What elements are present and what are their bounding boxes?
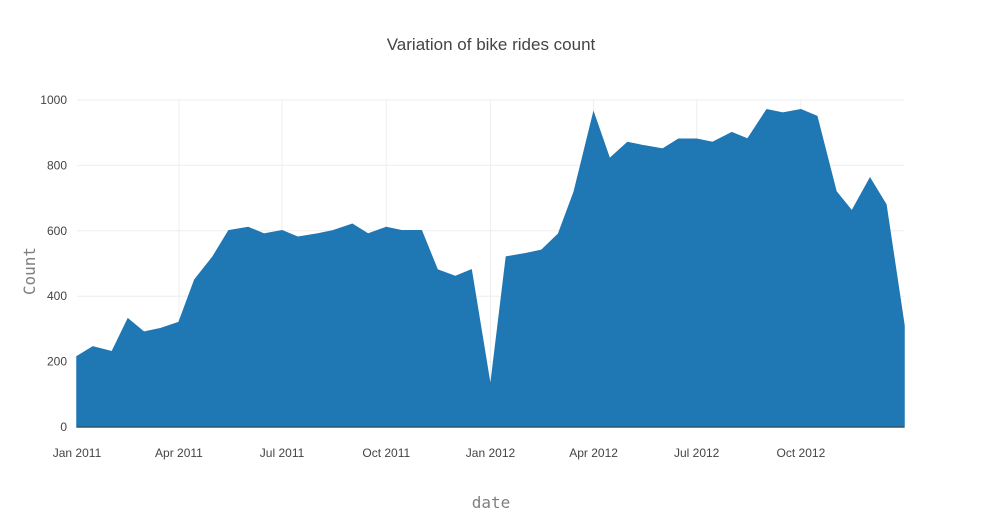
x-tick-label: Apr 2012 — [569, 446, 618, 460]
series-layer — [76, 108, 905, 428]
x-tick-label: Jan 2011 — [53, 446, 102, 460]
x-tick-label: Oct 2011 — [362, 446, 410, 460]
x-tick-label: Jul 2011 — [260, 446, 305, 460]
x-tick-label: Jul 2012 — [674, 446, 720, 460]
x-tick-label: Oct 2012 — [777, 446, 826, 460]
y-tick-label: 400 — [47, 289, 67, 303]
y-tick-label: 800 — [47, 158, 67, 172]
y-tick-label: 0 — [60, 420, 67, 434]
y-tick-label: 200 — [47, 355, 67, 369]
chart-title: Variation of bike rides count — [387, 35, 596, 54]
y-tick-label: 1000 — [40, 93, 67, 107]
tick-labels: 0 200 400 600 800 1000 Jan 2011 Apr 2011 Jul 201… — [40, 93, 825, 460]
x-axis-title: date — [472, 493, 511, 512]
y-axis-title: Count — [20, 247, 39, 295]
rides-count-series — [76, 108, 905, 428]
x-tick-label: Jan 2012 — [466, 446, 516, 460]
y-tick-label: 600 — [47, 224, 67, 238]
x-tick-label: Apr 2011 — [155, 446, 203, 460]
